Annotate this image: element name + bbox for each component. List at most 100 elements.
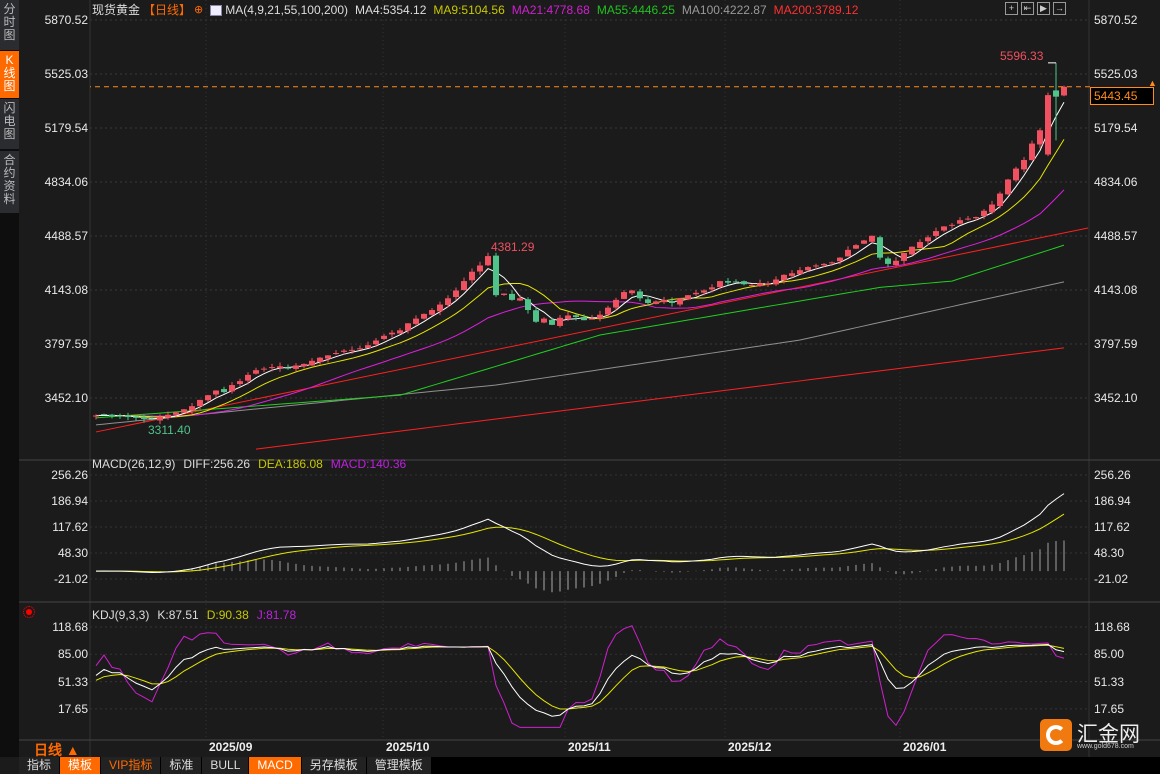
price-axis-label-left: 3452.10 bbox=[44, 391, 88, 405]
candle-up bbox=[917, 242, 923, 249]
dea-line bbox=[95, 513, 1065, 573]
candle-up bbox=[181, 409, 187, 413]
candle-up bbox=[973, 217, 979, 219]
candle-up bbox=[749, 285, 755, 287]
tab-0[interactable]: 指标 bbox=[19, 757, 61, 774]
play-icon[interactable]: ▶ bbox=[1037, 2, 1050, 15]
candle-up bbox=[1005, 179, 1011, 195]
crosshair-icon[interactable]: ⊕ bbox=[194, 4, 204, 16]
grid bbox=[19, 0, 1160, 757]
scroll-up-icon[interactable]: ▲ bbox=[1148, 78, 1157, 88]
macd-axis-label: 117.62 bbox=[1094, 520, 1130, 534]
candle-up bbox=[1029, 143, 1035, 161]
sidebar-item-flash[interactable]: 闪电图 bbox=[0, 99, 19, 149]
price-axis-label: 5870.52 bbox=[1094, 13, 1138, 27]
candle-up bbox=[653, 301, 659, 304]
date-axis-label: 2025/09 bbox=[209, 740, 253, 754]
candle-up bbox=[853, 245, 859, 249]
candle-up bbox=[413, 318, 419, 324]
kdj-axis-label: 118.68 bbox=[1094, 620, 1130, 634]
price-axis-label: 3452.10 bbox=[1094, 391, 1138, 405]
tab-6[interactable]: 另存模板 bbox=[301, 757, 367, 774]
candle-up bbox=[821, 263, 827, 266]
tab-5[interactable]: MACD bbox=[249, 757, 302, 774]
candle-up bbox=[245, 374, 251, 381]
macd-axis-label-left: -21.02 bbox=[53, 572, 88, 586]
candle-up bbox=[237, 381, 243, 385]
candle-up bbox=[933, 231, 939, 236]
tab-1[interactable]: 模板 bbox=[60, 757, 102, 774]
candle-up bbox=[861, 240, 867, 244]
candle-up bbox=[757, 283, 763, 287]
ma21-line bbox=[95, 189, 1065, 417]
price-axis-label-left: 5525.03 bbox=[44, 67, 88, 81]
low-annotation: 3311.40 bbox=[148, 423, 191, 437]
alert-icon[interactable] bbox=[23, 606, 35, 618]
candle-down bbox=[141, 416, 147, 419]
candle-up bbox=[789, 273, 795, 276]
candle-up bbox=[389, 332, 395, 335]
zoom-fit-icon[interactable]: ⇤ bbox=[1021, 2, 1034, 15]
tab-7[interactable]: 管理模板 bbox=[366, 757, 432, 774]
candle-up bbox=[693, 292, 699, 295]
candle-up bbox=[165, 414, 171, 418]
candle-down bbox=[741, 281, 747, 285]
kdj-axis-label-left: 85.00 bbox=[57, 647, 88, 662]
macd-header: MACD(26,12,9) DIFF:256.26 DEA:186.08 MAC… bbox=[92, 457, 406, 471]
candle-up bbox=[445, 298, 451, 306]
candle-down bbox=[533, 310, 539, 322]
template-tabs: 指标 模板 VIP指标 标准 BULL MACD 另存模板 管理模板 bbox=[19, 757, 1160, 774]
candle-up bbox=[341, 350, 347, 352]
candle-down bbox=[549, 319, 555, 325]
candle-up bbox=[661, 299, 667, 303]
candle-up bbox=[309, 360, 315, 366]
candle-up bbox=[421, 313, 427, 319]
kdj-axis-label-left: 17.65 bbox=[57, 701, 88, 716]
tab-3[interactable]: 标准 bbox=[161, 757, 203, 774]
candle-up bbox=[277, 366, 283, 368]
candle-up bbox=[325, 355, 331, 359]
candle-up bbox=[989, 204, 995, 213]
indicator-lines bbox=[95, 101, 1089, 450]
sidebar-item-timeshare[interactable]: 分时图 bbox=[0, 0, 19, 50]
logo-url: www.gold678.com bbox=[1077, 743, 1134, 750]
macd-axis-label-left: 48.30 bbox=[57, 546, 88, 560]
exit-icon[interactable]: → bbox=[1053, 2, 1066, 15]
candle-up bbox=[997, 193, 1003, 207]
macd-dea: DEA:186.08 bbox=[258, 457, 323, 471]
kdj-d-line bbox=[95, 644, 1065, 710]
candle-up bbox=[605, 307, 611, 315]
price-axis-label: 5525.03 bbox=[1094, 67, 1138, 81]
kdj-panel bbox=[95, 625, 1065, 728]
ma100-value: MA100:4222.87 bbox=[681, 3, 767, 17]
ma4-line bbox=[95, 101, 1065, 419]
sidebar-item-contract-info[interactable]: 合约资料 bbox=[0, 151, 19, 213]
crosshair-tool-icon[interactable]: + bbox=[1005, 2, 1018, 15]
ma55-line bbox=[95, 244, 1065, 419]
macd-axis-label: 256.26 bbox=[1094, 468, 1131, 482]
candle-down bbox=[637, 291, 643, 299]
candle-up bbox=[901, 252, 907, 261]
kdj-axis-label: 51.33 bbox=[1094, 674, 1125, 689]
candle-down bbox=[101, 414, 107, 416]
candle-down bbox=[221, 389, 227, 393]
candle-up bbox=[477, 265, 483, 272]
candle-up bbox=[1021, 159, 1027, 170]
ma9-value: MA9:5104.56 bbox=[433, 3, 505, 17]
macd-axis-label-left: 117.62 bbox=[52, 520, 88, 534]
candle-up bbox=[205, 395, 211, 401]
macd-axis-label: 186.94 bbox=[1094, 494, 1131, 508]
candle-up bbox=[381, 335, 387, 339]
period-label[interactable]: 【日线】 bbox=[143, 3, 192, 17]
candle-up bbox=[501, 293, 507, 295]
tab-2[interactable]: VIP指标 bbox=[101, 757, 162, 774]
sidebar-item-kline[interactable]: K线图 bbox=[0, 51, 19, 98]
ma-settings-icon[interactable] bbox=[210, 4, 223, 16]
period-toggle[interactable]: 日线 ▲ bbox=[34, 742, 80, 758]
candle-up bbox=[621, 292, 627, 299]
candle-up bbox=[829, 262, 835, 264]
candle-up bbox=[629, 290, 635, 294]
candle-up bbox=[373, 340, 379, 345]
tab-4[interactable]: BULL bbox=[202, 757, 250, 774]
